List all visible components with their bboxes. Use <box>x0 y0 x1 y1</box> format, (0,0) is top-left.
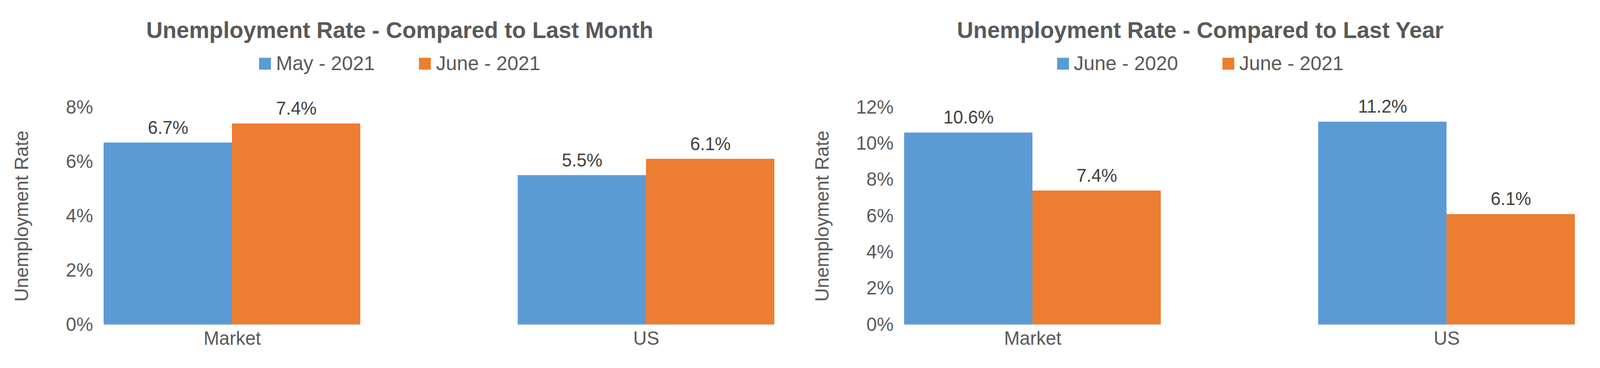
svg-text:0%: 0% <box>866 313 894 335</box>
svg-text:2%: 2% <box>66 259 94 281</box>
html-text:Unemployment Rate - Compared t: Unemployment Rate - Compared to Last Mon… <box>146 17 654 43</box>
svg-text:4%: 4% <box>66 205 94 227</box>
svg-text:4%: 4% <box>866 241 894 263</box>
svg-text:11.2%: 11.2% <box>1358 96 1408 117</box>
html-text:Unemployment Rate - Compared t: Unemployment Rate - Compared to Last Yea… <box>956 17 1444 43</box>
svg-text:Market: Market <box>1003 327 1062 349</box>
svg-text:US: US <box>1433 327 1460 349</box>
svg-text:2%: 2% <box>866 277 894 299</box>
html-text:June - 2021: June - 2021 <box>435 52 541 75</box>
svg-text:10.6%: 10.6% <box>943 107 994 128</box>
svg-text:8%: 8% <box>66 96 94 118</box>
svg-text:6.1%: 6.1% <box>689 133 731 154</box>
svg-text:12%: 12% <box>855 96 894 118</box>
svg-text:7.4%: 7.4% <box>275 98 317 119</box>
svg-text:5.5%: 5.5% <box>561 150 603 171</box>
svg-text:6.1%: 6.1% <box>1490 188 1531 209</box>
html-text:May - 2021: May - 2021 <box>276 52 375 75</box>
svg-text:10%: 10% <box>855 132 894 154</box>
svg-text:8%: 8% <box>866 168 894 190</box>
html-text:June - 2021: June - 2021 <box>1239 52 1344 75</box>
svg-text:6%: 6% <box>866 205 894 227</box>
svg-text:7.4%: 7.4% <box>1076 165 1117 186</box>
html-text:June - 2020: June - 2020 <box>1073 52 1179 75</box>
svg-text:Unemployment Rate: Unemployment Rate <box>811 130 833 302</box>
svg-text:6.7%: 6.7% <box>147 117 189 138</box>
svg-text:US: US <box>633 327 660 349</box>
svg-text:6%: 6% <box>66 151 94 172</box>
svg-text:Market: Market <box>203 327 262 349</box>
svg-text:0%: 0% <box>66 313 94 335</box>
svg-text:Unemployment Rate: Unemployment Rate <box>11 130 33 302</box>
